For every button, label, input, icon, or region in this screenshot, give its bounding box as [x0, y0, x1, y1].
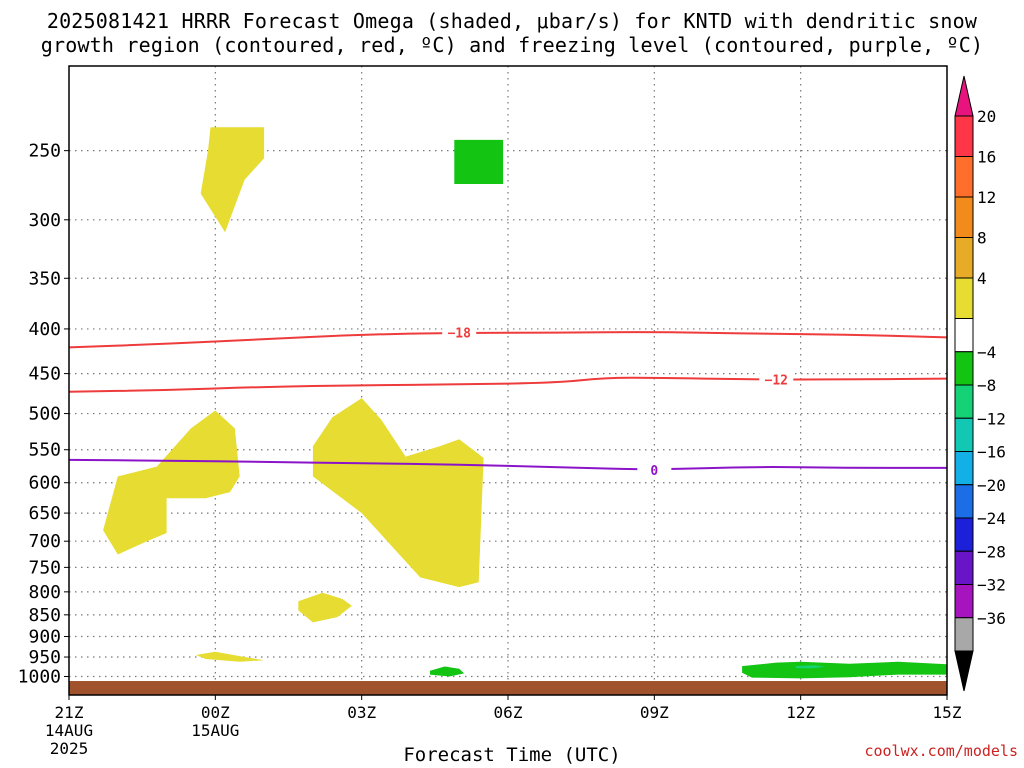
y-tick-label: 700	[28, 531, 61, 552]
colorbar-swatch	[954, 156, 974, 198]
contour-line	[68, 376, 948, 393]
omega-region	[430, 666, 465, 677]
y-tick-label: 900	[28, 627, 61, 648]
colorbar-label: −4	[977, 343, 996, 362]
contour-label-bg	[442, 324, 477, 340]
y-tick-label: 550	[28, 440, 61, 461]
chart-title-line-2: growth region (contoured, red, ºC) and f…	[40, 33, 984, 57]
colorbar-label: −12	[977, 409, 1006, 428]
contour-label-bg	[637, 461, 672, 477]
y-tick-label: 350	[28, 268, 61, 289]
omega-shading	[103, 127, 947, 679]
omega-region	[103, 410, 240, 555]
contour-line	[68, 458, 947, 471]
x-tick-label: 21Z	[55, 703, 84, 722]
y-tick-label: 950	[28, 647, 61, 668]
colorbar-swatch	[954, 115, 974, 157]
omega-region	[454, 139, 504, 184]
colorbar-label: −32	[977, 576, 1006, 595]
x-tick-label: 06Z	[494, 703, 523, 722]
terrain-ground	[69, 681, 947, 695]
colorbar-label: 20	[977, 107, 996, 126]
y-tick-label: 750	[28, 557, 61, 578]
colorbar-swatch	[954, 237, 974, 279]
y-tick-label: 800	[28, 582, 61, 603]
colorbar-label: 12	[977, 188, 996, 207]
y-tick-label: 600	[28, 473, 61, 494]
colorbar-swatch	[954, 550, 974, 585]
colorbar-swatch	[954, 196, 974, 238]
omega-region	[298, 592, 352, 623]
colorbar-swatch	[954, 584, 974, 619]
contour-lines: −18 −12 0	[68, 324, 948, 479]
y-tick-label: 1000	[18, 666, 61, 687]
colorbar-swatch	[954, 517, 974, 552]
x-tick-label: 03Z	[347, 703, 376, 722]
y-tick-label: 450	[28, 364, 61, 385]
chart-title-line-1: 2025081421 HRRR Forecast Omega (shaded, …	[46, 9, 978, 33]
colorbar-swatch	[954, 277, 974, 319]
omega-region	[312, 398, 484, 588]
colorbar-label: 4	[977, 269, 987, 288]
x-tick-label: 2025	[50, 739, 89, 758]
colorbar-swatch	[954, 384, 974, 419]
terrain-bar	[69, 681, 947, 695]
omega-region	[195, 651, 265, 662]
colorbar-swatch	[954, 484, 974, 519]
omega-region	[795, 665, 826, 669]
contour-label: 0	[650, 464, 658, 479]
colorbar-label: −28	[977, 542, 1006, 561]
colorbar-label: −8	[977, 376, 996, 395]
colorbar-label: −20	[977, 476, 1006, 495]
colorbar-label: 8	[977, 229, 987, 248]
colorbar-top-arrow	[954, 75, 974, 117]
y-tick-label: 250	[28, 141, 61, 162]
contour-line	[68, 331, 948, 349]
colorbar-label: 16	[977, 148, 996, 167]
contour-label: −12	[765, 373, 788, 388]
grid-lines	[69, 66, 947, 695]
colorbar: 20 16 12 8 4 −4 −8 −12 −16 −20 −24 −28 −32 −36	[954, 75, 1006, 692]
contour-label-bg	[759, 371, 794, 387]
site-credit: coolwx.com/models	[864, 742, 1018, 760]
y-tick-label: 850	[28, 605, 61, 626]
colorbar-label: −16	[977, 443, 1006, 462]
y-tick-label: 300	[28, 210, 61, 231]
colorbar-swatch	[954, 318, 974, 353]
colorbar-label: −24	[977, 509, 1006, 528]
colorbar-label: −36	[977, 609, 1006, 628]
x-tick-label: 00Z	[201, 703, 230, 722]
y-tick-label: 400	[28, 319, 61, 340]
colorbar-swatch	[954, 417, 974, 452]
x-tick-label: 12Z	[786, 703, 815, 722]
colorbar-swatch	[954, 617, 974, 652]
omega-region	[742, 661, 947, 679]
omega-region	[200, 127, 265, 233]
x-tick-label: 09Z	[640, 703, 669, 722]
x-tick-label: 15Z	[933, 703, 962, 722]
y-axis: 2503003504004505005506006507007508008509…	[18, 141, 69, 687]
colorbar-swatch	[954, 351, 974, 386]
y-tick-label: 500	[28, 404, 61, 425]
contour-label: −18	[447, 327, 471, 342]
y-tick-label: 650	[28, 503, 61, 524]
x-tick-label: 15AUG	[191, 721, 239, 740]
x-tick-label: 14AUG	[45, 721, 93, 740]
x-axis-label: Forecast Time (UTC)	[403, 744, 621, 766]
colorbar-bottom-arrow	[954, 650, 974, 692]
colorbar-swatch	[954, 451, 974, 486]
